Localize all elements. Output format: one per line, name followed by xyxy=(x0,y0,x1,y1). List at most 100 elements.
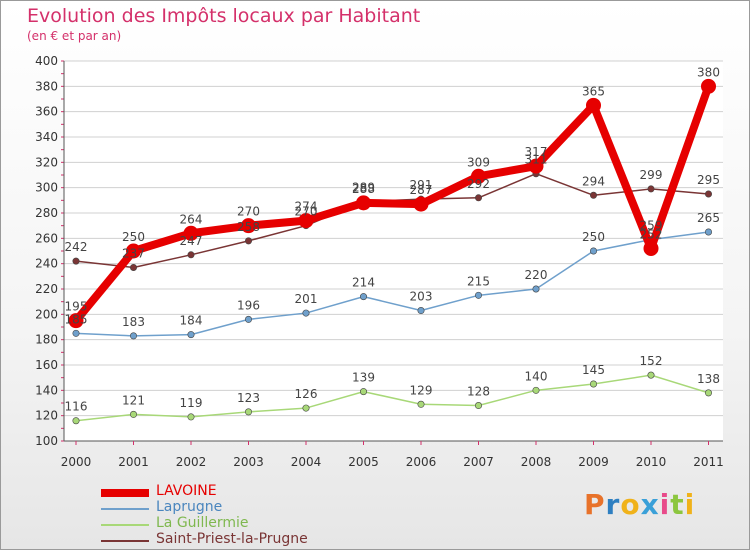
data-point xyxy=(126,243,141,259)
y-tick-label: 120 xyxy=(35,409,58,423)
data-label: 201 xyxy=(295,292,318,306)
series-lavoine xyxy=(68,78,716,329)
x-tick-label: 2006 xyxy=(406,455,437,469)
data-label: 317 xyxy=(525,145,548,159)
x-tick-label: 2000 xyxy=(61,455,92,469)
logo-letter: i xyxy=(684,488,696,521)
data-label: 121 xyxy=(122,393,145,407)
data-point xyxy=(298,213,314,229)
y-tick-label: 220 xyxy=(35,282,58,296)
legend-swatch xyxy=(101,489,149,497)
data-point xyxy=(589,247,597,255)
data-point xyxy=(471,168,486,184)
data-point xyxy=(704,228,712,236)
data-label: 250 xyxy=(582,230,605,244)
data-point xyxy=(356,195,371,211)
data-label: 259 xyxy=(640,219,663,233)
y-tick-label: 380 xyxy=(35,79,58,93)
y-tick-label: 340 xyxy=(35,130,58,144)
series-line xyxy=(72,82,713,325)
legend-swatch xyxy=(101,540,149,542)
series-layer xyxy=(68,78,716,425)
data-point xyxy=(589,380,597,388)
data-label: 295 xyxy=(697,173,720,187)
data-label: 289 xyxy=(352,181,375,195)
data-point xyxy=(187,413,195,421)
data-label: 291 xyxy=(410,178,433,192)
x-tick-label: 2009 xyxy=(578,455,609,469)
data-label: 274 xyxy=(295,200,318,214)
data-point xyxy=(701,78,716,94)
data-label: 252 xyxy=(640,227,663,241)
data-label: 123 xyxy=(237,391,260,405)
data-label: 292 xyxy=(467,177,490,191)
x-tick-label: 2010 xyxy=(636,455,667,469)
data-point xyxy=(245,408,253,416)
data-label: 242 xyxy=(65,240,88,254)
data-point xyxy=(130,332,138,340)
data-label: 288 xyxy=(352,182,375,196)
data-point xyxy=(302,309,310,317)
proxiti-logo: Proxiti xyxy=(584,488,695,521)
logo-letter: P xyxy=(584,488,606,521)
data-label: 215 xyxy=(467,274,490,288)
data-point xyxy=(474,291,482,299)
data-label: 264 xyxy=(180,212,203,226)
data-label: 265 xyxy=(697,211,720,225)
data-point xyxy=(704,389,712,397)
data-label: 299 xyxy=(640,168,663,182)
data-point xyxy=(359,388,367,396)
data-label: 119 xyxy=(180,396,203,410)
data-label: 311 xyxy=(525,153,548,167)
legend-label: La Guillermie xyxy=(156,515,249,531)
data-label: 139 xyxy=(352,371,375,385)
data-label: 270 xyxy=(295,205,318,219)
data-label: 138 xyxy=(697,372,720,386)
y-tick-label: 240 xyxy=(35,257,58,271)
data-point xyxy=(302,404,310,412)
series-line xyxy=(75,231,710,337)
x-tick-label: 2007 xyxy=(463,455,494,469)
logo-letter: t xyxy=(670,488,685,521)
data-point xyxy=(586,97,601,113)
data-label: 140 xyxy=(525,369,548,383)
axis-layer: 100 120 140 160 180 200 220 240 260 280 300 320 340 3… xyxy=(35,54,724,469)
y-tick-label: 400 xyxy=(35,54,58,68)
y-tick-label: 160 xyxy=(35,358,58,372)
data-label: 270 xyxy=(237,205,260,219)
data-point xyxy=(130,410,138,418)
data-point xyxy=(647,185,655,193)
data-point xyxy=(413,196,429,212)
data-label: 184 xyxy=(180,314,203,328)
series-la-guillermie xyxy=(72,371,712,425)
x-tick-label: 2004 xyxy=(291,455,322,469)
data-point xyxy=(245,237,253,245)
y-tick-label: 300 xyxy=(35,181,58,195)
data-label: 380 xyxy=(697,65,720,79)
data-label: 250 xyxy=(122,230,145,244)
data-point xyxy=(532,386,540,394)
data-point xyxy=(72,329,80,337)
data-label: 152 xyxy=(640,354,663,368)
legend-swatch xyxy=(101,524,149,526)
data-point xyxy=(704,190,712,198)
data-label: 203 xyxy=(410,290,433,304)
series-line xyxy=(75,374,710,422)
grid-layer xyxy=(64,60,723,442)
x-tick-label: 2005 xyxy=(348,455,379,469)
data-label: 365 xyxy=(582,84,605,98)
data-label: 126 xyxy=(295,387,318,401)
y-tick-label: 320 xyxy=(35,155,58,169)
logo-letter: o xyxy=(620,488,641,521)
data-label: 129 xyxy=(410,383,433,397)
data-point xyxy=(183,225,199,241)
data-point xyxy=(643,240,659,256)
logo-letter: i xyxy=(659,488,671,521)
data-label: 294 xyxy=(582,174,605,188)
data-label: 258 xyxy=(237,220,260,234)
legend-label: Laprugne xyxy=(156,499,223,515)
data-point xyxy=(528,158,544,174)
data-point xyxy=(241,218,256,234)
data-label: 145 xyxy=(582,363,605,377)
